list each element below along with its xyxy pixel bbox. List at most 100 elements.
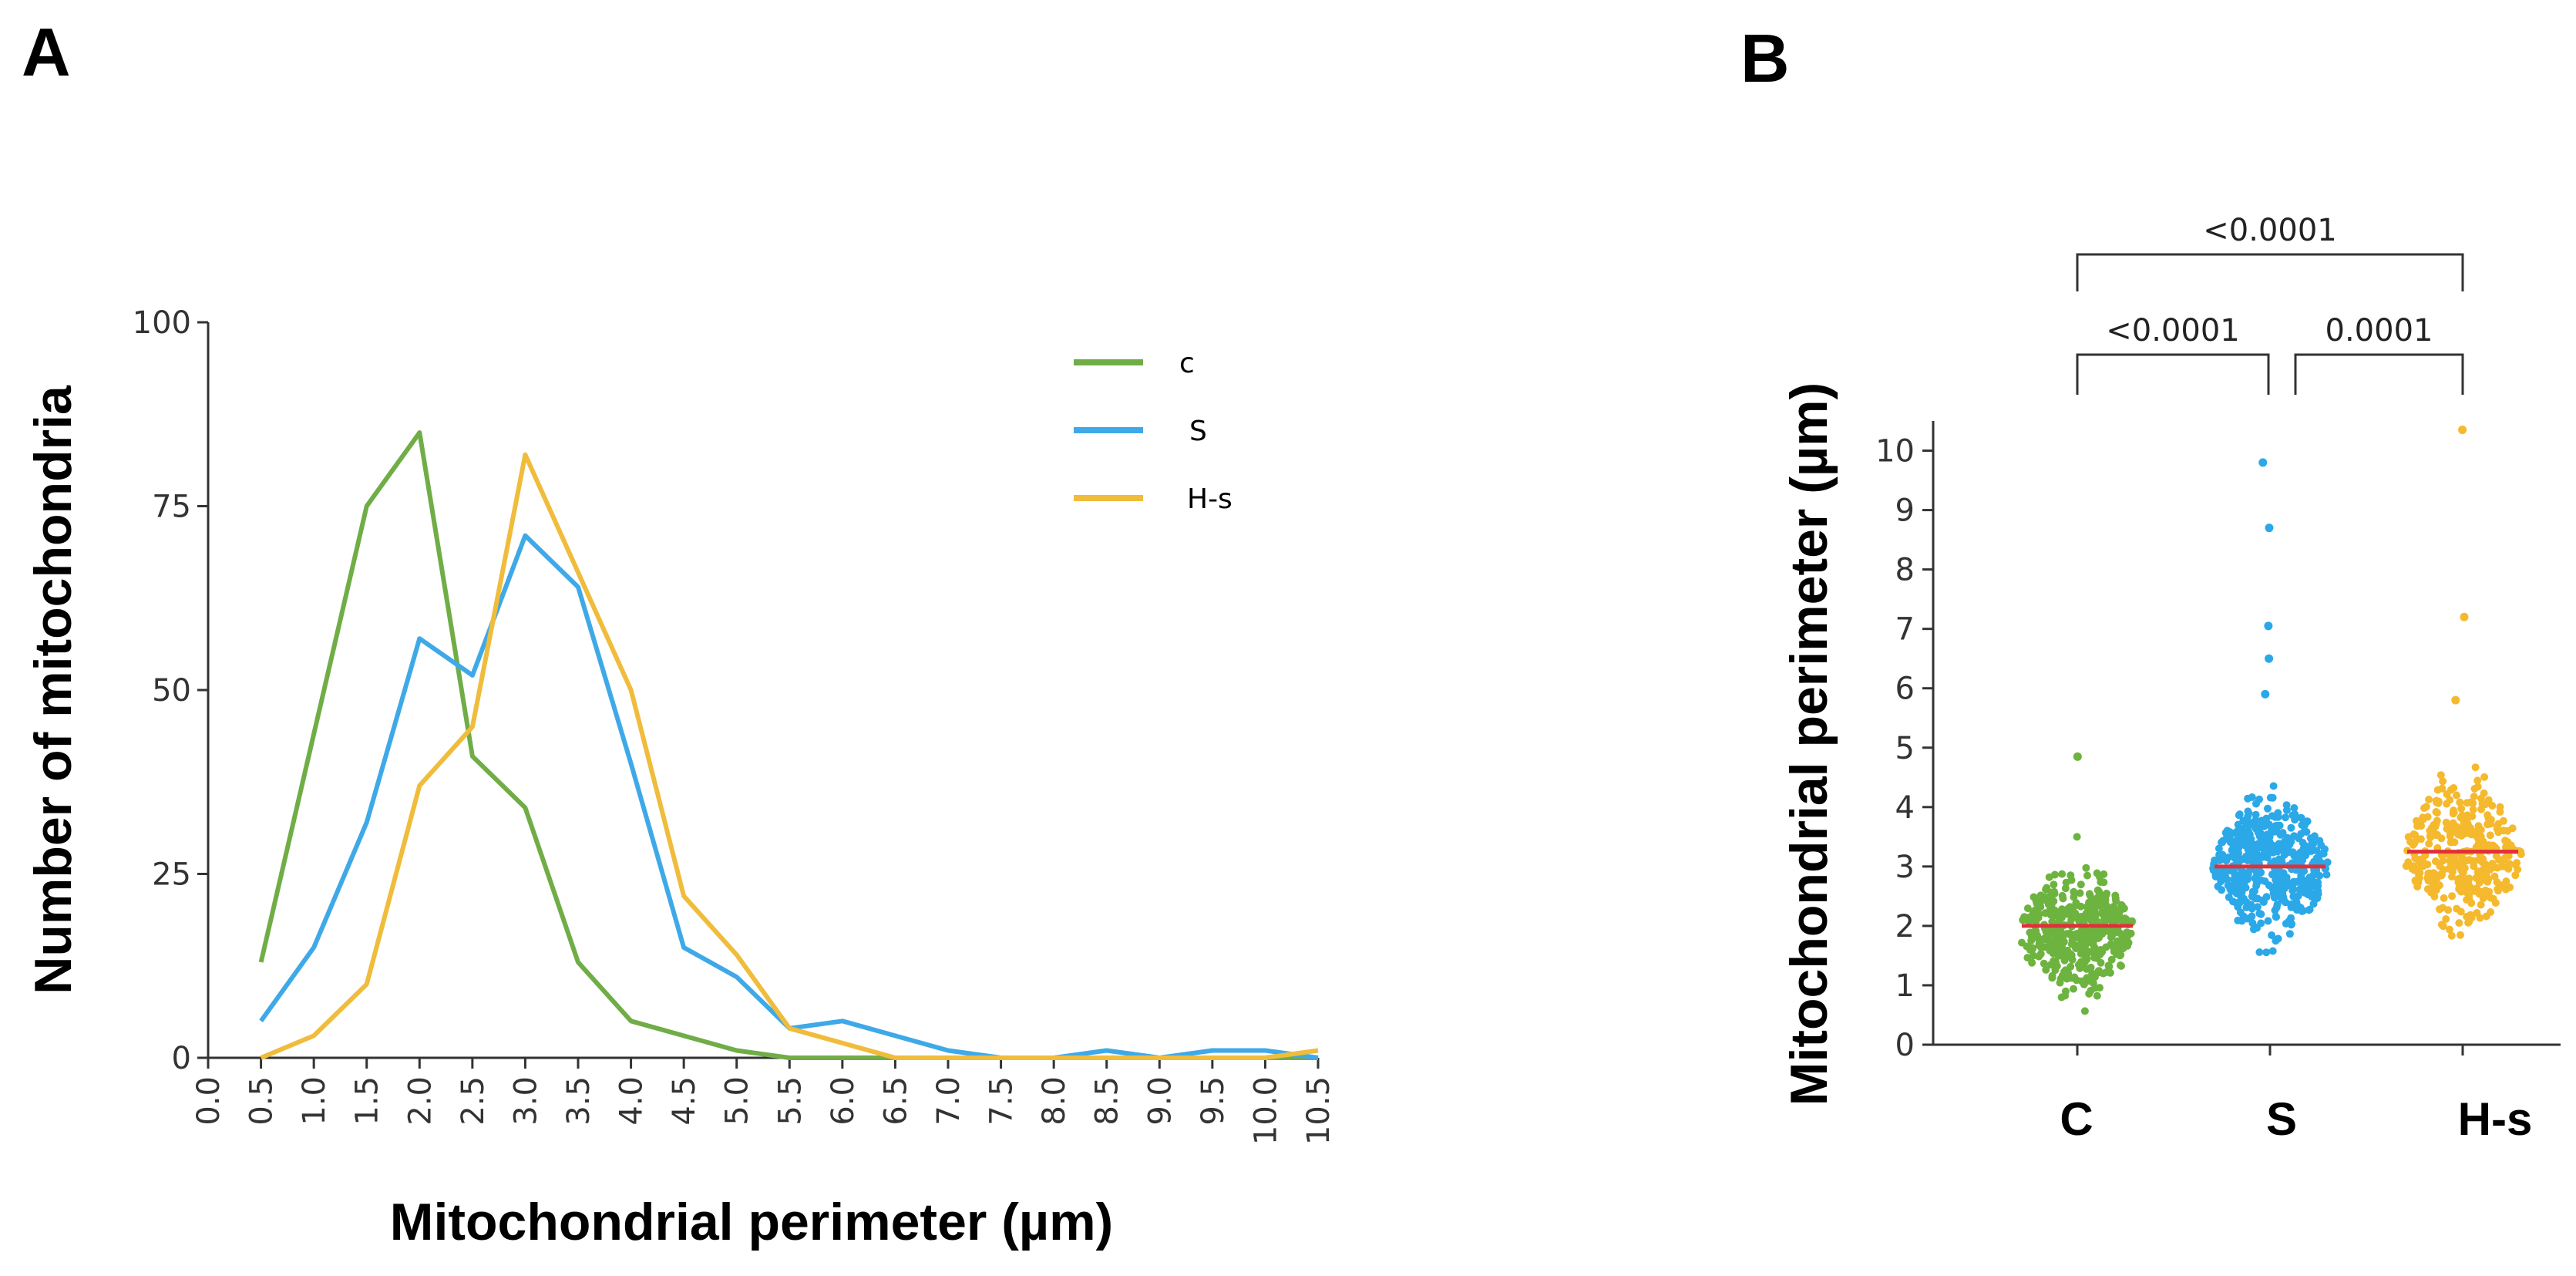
b-dot-s bbox=[2296, 851, 2305, 860]
b-dot-c bbox=[2070, 887, 2078, 896]
b-dot-s bbox=[2287, 903, 2295, 911]
a-x-tick-label: 6.0 bbox=[826, 1076, 861, 1126]
b-dot-s bbox=[2268, 947, 2277, 955]
b-dot-h-s bbox=[2442, 915, 2450, 923]
b-dot-h-s bbox=[2423, 813, 2432, 821]
b-dot-c bbox=[2023, 904, 2032, 913]
b-dot-s bbox=[2322, 870, 2331, 879]
b-dot-h-s bbox=[2469, 799, 2477, 807]
b-dot-c bbox=[2117, 961, 2125, 970]
b-dot-h-s bbox=[2457, 804, 2466, 813]
b-dot-s bbox=[2304, 891, 2312, 899]
b-dot-s bbox=[2248, 912, 2256, 921]
a-x-tick-label: 4.0 bbox=[614, 1076, 650, 1126]
a-x-tick-label: 1.0 bbox=[297, 1076, 332, 1126]
a-x-tick-label: 3.5 bbox=[561, 1076, 597, 1126]
b-dot-h-s bbox=[2439, 777, 2447, 786]
b-outlier-dot-h-s bbox=[2458, 426, 2467, 435]
b-category-label: C bbox=[2060, 1093, 2093, 1145]
b-dot-c bbox=[2077, 961, 2086, 970]
b-dot-c bbox=[2063, 952, 2072, 961]
b-dot-h-s bbox=[2491, 899, 2500, 907]
b-dot-h-s bbox=[2469, 806, 2477, 814]
b-dot-s bbox=[2244, 794, 2252, 803]
b-dot-c bbox=[2029, 944, 2036, 952]
b-dot-s bbox=[2234, 827, 2242, 835]
b-dot-s bbox=[2239, 816, 2248, 825]
b-dot-h-s bbox=[2492, 852, 2500, 860]
panel-b-letter: B bbox=[1740, 20, 1790, 96]
b-dot-c bbox=[2058, 941, 2066, 950]
b-dot-s bbox=[2258, 816, 2266, 825]
b-dot-c bbox=[2080, 916, 2089, 924]
b-dot-c bbox=[2048, 971, 2056, 980]
b-dot-c bbox=[2097, 902, 2105, 911]
b-dot-s bbox=[2288, 811, 2297, 820]
b-dot-h-s bbox=[2419, 862, 2427, 870]
b-dot-s bbox=[2287, 914, 2295, 922]
b-dot-s bbox=[2228, 887, 2236, 895]
b-dot-h-s bbox=[2426, 833, 2435, 841]
b-dot-s bbox=[2243, 834, 2251, 843]
b-dot-s bbox=[2229, 881, 2238, 889]
b-dot-h-s bbox=[2490, 872, 2499, 880]
a-x-tick-label: 6.5 bbox=[878, 1076, 913, 1126]
b-dot-c bbox=[2110, 944, 2118, 952]
b-dot-c bbox=[2110, 917, 2118, 926]
b-outlier-dot-s bbox=[2265, 524, 2274, 533]
b-dot-h-s bbox=[2438, 784, 2447, 793]
panel-a-line-chart: 0 25 50 75 100 0.0 0.5 1.0 1.5 2.0 2.5 3.0 3.5 4.0 4.… bbox=[24, 305, 1337, 1251]
b-dot-h-s bbox=[2455, 919, 2463, 928]
b-dot-s bbox=[2264, 917, 2272, 925]
b-p-value-label: <0.0001 bbox=[2203, 213, 2336, 248]
b-dot-c bbox=[2090, 901, 2098, 910]
b-dot-s bbox=[2244, 857, 2252, 865]
a-x-tick-label: 10.0 bbox=[1248, 1076, 1283, 1145]
b-dot-s bbox=[2282, 813, 2289, 822]
a-series-line-h-s bbox=[260, 452, 1319, 1060]
b-dot-s bbox=[2226, 838, 2235, 847]
b-dot-s bbox=[2277, 892, 2285, 901]
b-dot-h-s bbox=[2458, 873, 2467, 881]
b-dot-h-s bbox=[2468, 812, 2477, 820]
b-dot-h-s bbox=[2432, 886, 2440, 894]
b-dot-c bbox=[2067, 915, 2076, 924]
b-dot-h-s bbox=[2463, 799, 2471, 807]
b-dot-h-s bbox=[2431, 857, 2440, 866]
b-dot-h-s bbox=[2439, 857, 2447, 865]
b-dot-h-s bbox=[2476, 914, 2484, 922]
b-dot-s bbox=[2244, 874, 2251, 882]
b-dot-s bbox=[2287, 823, 2295, 832]
b-dot-c bbox=[2108, 931, 2116, 940]
a-x-tick-label: 7.5 bbox=[984, 1076, 1020, 1126]
b-dot-c bbox=[2043, 926, 2050, 934]
a-x-tick-label: 9.0 bbox=[1142, 1076, 1178, 1126]
b-dot-h-s bbox=[2493, 825, 2501, 833]
b-dot-h-s bbox=[2480, 773, 2489, 781]
b-dot-s bbox=[2305, 843, 2313, 851]
b-dot-h-s bbox=[2482, 912, 2490, 921]
b-dot-h-s bbox=[2513, 859, 2521, 867]
b-dot-c bbox=[2093, 992, 2101, 1000]
a-series-line-c bbox=[258, 430, 1318, 1060]
b-dot-s bbox=[2280, 850, 2288, 859]
b-dot-c bbox=[2054, 951, 2063, 960]
b-dot-c bbox=[2046, 961, 2055, 969]
b-dot-h-s bbox=[2426, 827, 2434, 835]
b-dot-s bbox=[2241, 884, 2250, 892]
a-x-axis-title: Mitochondrial perimeter (µm) bbox=[390, 1193, 1113, 1251]
a-x-tick-label: 2.5 bbox=[456, 1076, 491, 1126]
b-dot-h-s bbox=[2413, 821, 2422, 830]
b-dot-h-s bbox=[2486, 831, 2494, 840]
b-dot-h-s bbox=[2433, 830, 2441, 839]
b-dot-s bbox=[2276, 830, 2285, 839]
b-dot-h-s bbox=[2450, 784, 2458, 792]
b-dot-c bbox=[2063, 930, 2071, 938]
b-dot-s bbox=[2272, 858, 2280, 867]
b-dot-s bbox=[2262, 837, 2270, 845]
a-legend-label-s: S bbox=[1189, 416, 1207, 447]
b-dot-s bbox=[2218, 838, 2227, 847]
b-dot-c bbox=[2050, 880, 2058, 889]
b-dot-s bbox=[2236, 873, 2245, 881]
